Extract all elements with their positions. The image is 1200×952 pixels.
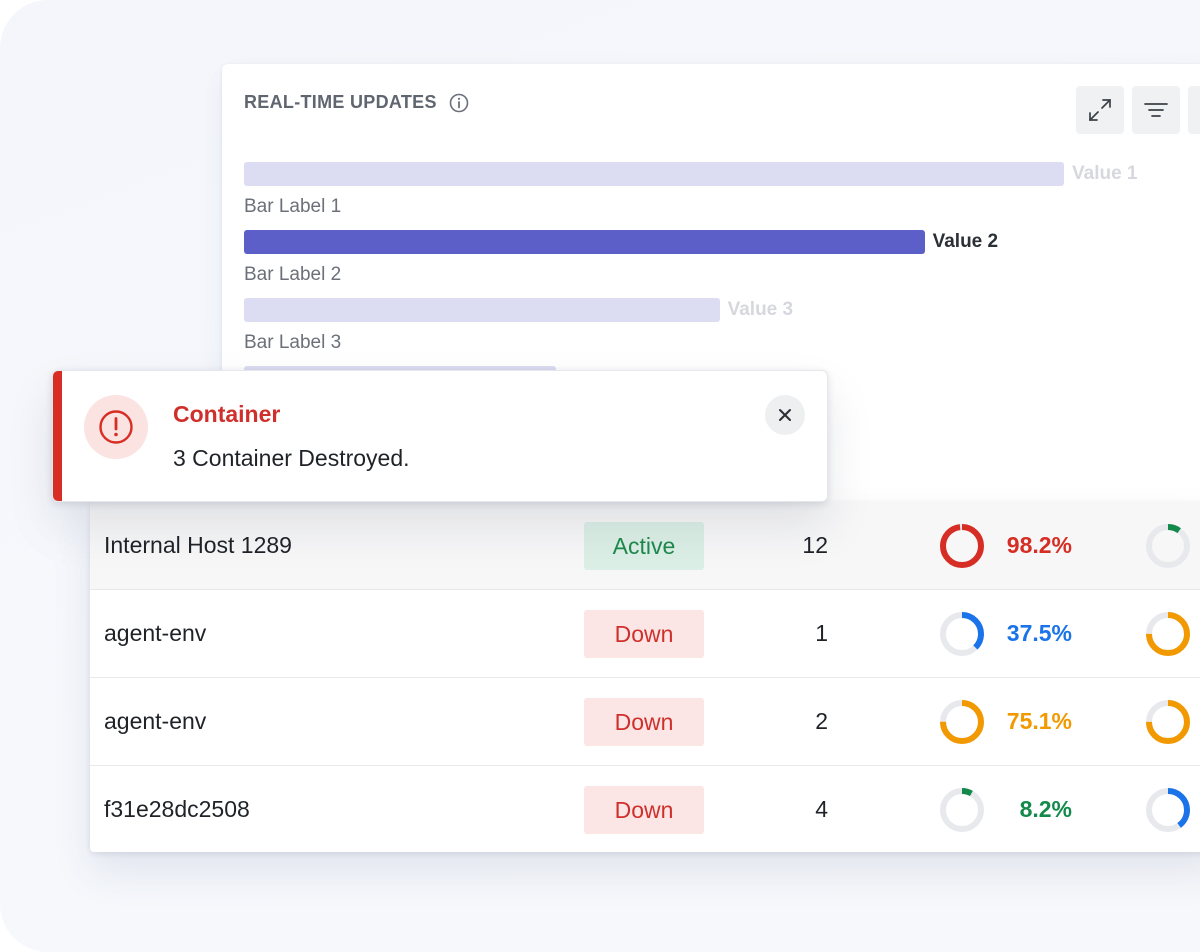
- card-title: REAL-TIME UPDATES: [244, 92, 437, 112]
- usage-donut: [938, 786, 986, 834]
- usage-donut-chart: [940, 788, 984, 832]
- card-header: REAL-TIME UPDATES: [244, 92, 469, 113]
- usage-donut: [938, 522, 986, 570]
- toast-icon-circle: [84, 395, 148, 459]
- host-name: agent-env: [104, 708, 207, 734]
- status-badge: Down: [584, 610, 704, 658]
- more-button[interactable]: [1188, 86, 1200, 134]
- usage-percent: 8.2%: [1019, 796, 1072, 822]
- container-count: 12: [802, 532, 828, 558]
- bar[interactable]: [244, 230, 925, 254]
- status-badge: Active: [584, 522, 704, 570]
- secondary-donut-chart-arc: [1146, 788, 1190, 832]
- usage-donut-chart: [940, 524, 984, 568]
- filter-button[interactable]: [1132, 86, 1180, 134]
- container-count: 4: [815, 796, 828, 822]
- bar-value-label: Value 2: [932, 231, 999, 252]
- table-row[interactable]: Internal Host 1289 Active 12 98.2%: [90, 502, 1200, 590]
- host-name: Internal Host 1289: [104, 532, 292, 558]
- info-icon[interactable]: [449, 93, 469, 113]
- usage-percent: 37.5%: [1006, 620, 1072, 646]
- container-count: 1: [815, 620, 828, 646]
- usage-donut-chart: [940, 700, 984, 744]
- bar-category-label: Bar Label 1: [244, 196, 342, 217]
- bar[interactable]: [244, 298, 720, 322]
- bar-category-label: Bar Label 2: [244, 264, 342, 285]
- toast-accent-bar: [53, 371, 62, 501]
- usage-percent: 98.2%: [1006, 532, 1072, 558]
- usage-donut-chart-arc: [940, 612, 984, 656]
- toast-message: 3 Container Destroyed.: [173, 445, 410, 471]
- bar[interactable]: [244, 162, 1064, 186]
- host-name: agent-env: [104, 620, 207, 646]
- expand-button[interactable]: [1076, 86, 1124, 134]
- secondary-donut: [1144, 698, 1192, 746]
- secondary-donut: [1144, 786, 1192, 834]
- table-row[interactable]: agent-env Down 1 37.5%: [90, 590, 1200, 678]
- bar-value-label: Value 3: [727, 299, 794, 320]
- secondary-donut-chart-arc: [1146, 612, 1190, 656]
- usage-donut: [938, 698, 986, 746]
- secondary-donut-chart: [1146, 612, 1190, 656]
- secondary-donut-chart: [1146, 788, 1190, 832]
- filter-icon: [1144, 103, 1168, 117]
- secondary-donut-chart-arc: [1146, 700, 1190, 744]
- secondary-donut: [1144, 522, 1192, 570]
- status-badge: Down: [584, 698, 704, 746]
- usage-donut-chart-arc: [940, 524, 984, 568]
- table-row[interactable]: f31e28dc2508 Down 4 8.2%: [90, 766, 1200, 852]
- error-toast: Container 3 Container Destroyed.: [52, 370, 828, 502]
- usage-percent: 75.1%: [1006, 708, 1072, 734]
- secondary-donut-chart: [1146, 524, 1190, 568]
- usage-donut-chart-arc: [940, 700, 984, 744]
- secondary-donut: [1144, 610, 1192, 658]
- secondary-donut-chart-arc: [1146, 524, 1190, 568]
- toast-close-button[interactable]: [765, 395, 805, 435]
- hosts-table: Internal Host 1289 Active 12 98.2% agent-env…: [90, 502, 1200, 852]
- secondary-donut-chart: [1146, 700, 1190, 744]
- bar-value-label: Value 1: [1072, 163, 1138, 184]
- container-count: 2: [815, 708, 828, 734]
- host-name: f31e28dc2508: [104, 796, 250, 822]
- close-icon: [779, 409, 791, 421]
- usage-donut-chart: [940, 612, 984, 656]
- bar-category-label: Bar Label 3: [244, 332, 342, 353]
- status-badge: Down: [584, 786, 704, 834]
- expand-icon: [1089, 99, 1111, 121]
- toast-title: Container: [173, 401, 281, 427]
- table-row[interactable]: agent-env Down 2 75.1%: [90, 678, 1200, 766]
- usage-donut: [938, 610, 986, 658]
- usage-donut-chart-arc: [940, 788, 984, 832]
- alert-circle-icon: [99, 410, 133, 444]
